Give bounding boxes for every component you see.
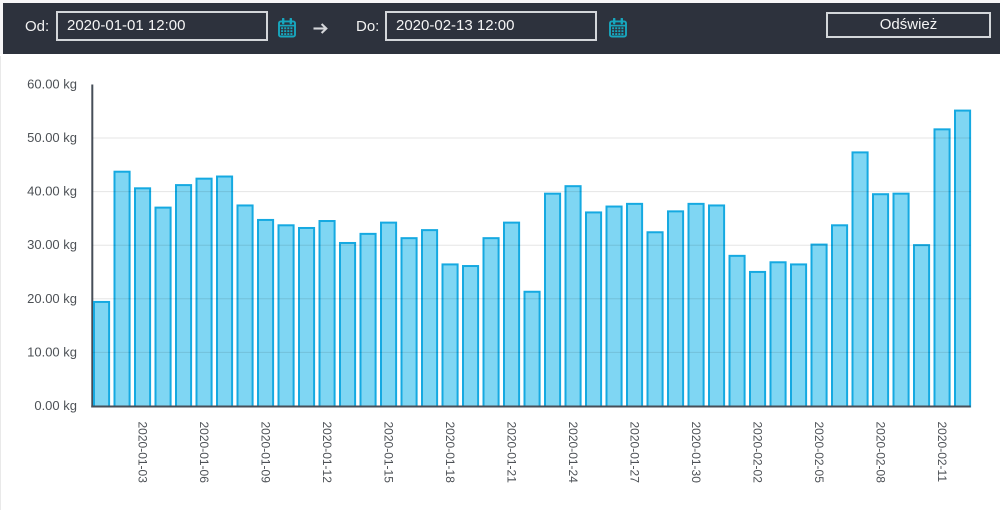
- svg-text:2020-01-09: 2020-01-09: [259, 422, 273, 484]
- svg-text:2020-01-18: 2020-01-18: [443, 422, 457, 484]
- svg-text:2020-01-06: 2020-01-06: [197, 422, 211, 484]
- svg-text:2020-01-30: 2020-01-30: [689, 422, 703, 484]
- svg-text:2020-02-11: 2020-02-11: [935, 422, 949, 483]
- svg-text:30.00 kg: 30.00 kg: [27, 237, 77, 252]
- svg-text:0.00 kg: 0.00 kg: [34, 398, 77, 413]
- svg-text:2020-02-02: 2020-02-02: [751, 422, 765, 484]
- svg-text:2020-01-21: 2020-01-21: [505, 422, 519, 484]
- svg-text:50.00 kg: 50.00 kg: [27, 130, 77, 145]
- svg-text:2020-01-24: 2020-01-24: [566, 422, 580, 484]
- svg-text:2020-01-15: 2020-01-15: [382, 422, 396, 484]
- svg-text:2020-02-05: 2020-02-05: [812, 422, 826, 484]
- svg-text:2020-01-03: 2020-01-03: [136, 422, 150, 484]
- svg-text:40.00 kg: 40.00 kg: [27, 184, 77, 199]
- svg-text:20.00 kg: 20.00 kg: [27, 291, 77, 306]
- svg-text:2020-01-27: 2020-01-27: [628, 422, 642, 484]
- svg-text:60.00 kg: 60.00 kg: [27, 76, 77, 91]
- svg-text:10.00 kg: 10.00 kg: [27, 344, 77, 359]
- svg-text:2020-01-12: 2020-01-12: [320, 422, 334, 484]
- svg-text:2020-02-08: 2020-02-08: [874, 422, 888, 484]
